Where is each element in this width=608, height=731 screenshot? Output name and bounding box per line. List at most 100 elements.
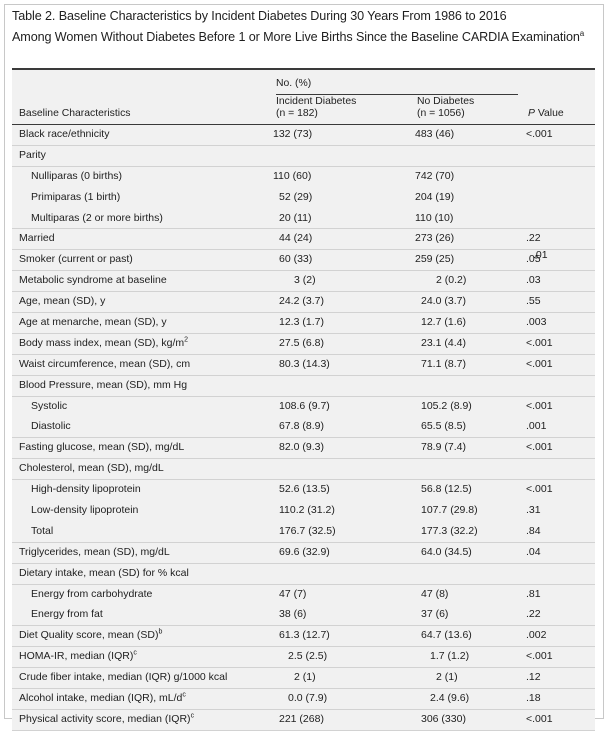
p-value: <.001 xyxy=(526,441,553,454)
no-diabetes-value: 2 (1) xyxy=(436,671,458,684)
table-title: Table 2. Baseline Characteristics by Inc… xyxy=(12,8,602,46)
p-value: .55 xyxy=(526,295,541,308)
no-diabetes-value: 259 (25) xyxy=(415,253,455,266)
no-diabetes-value: 177.3 (32.2) xyxy=(421,524,478,537)
header-incident-diabetes: Incident Diabetes (n = 182) xyxy=(276,96,357,119)
incident-value: 132 (73) xyxy=(273,128,313,140)
table-row: Metabolic syndrome at baseline 3 (2) 2 (… xyxy=(12,271,595,293)
footnote-mark: c xyxy=(182,691,186,699)
header-p-value: P Value xyxy=(528,108,564,119)
p-value: <.001 xyxy=(526,336,553,349)
no-diabetes-value: 12.7 (1.6) xyxy=(421,316,466,329)
p-value: <.001 xyxy=(526,650,553,663)
no-diabetes-value: 273 (26) xyxy=(415,232,455,245)
incident-value: 12.3 (1.7) xyxy=(279,316,324,329)
row-label: Black race/ethnicity xyxy=(19,128,110,140)
no-diabetes-value: 107.7 (29.8) xyxy=(421,504,478,517)
footnote-mark: c xyxy=(190,712,195,720)
no-diabetes-value: 110 (10) xyxy=(415,211,454,224)
row-label: Primiparas (1 birth) xyxy=(31,190,121,203)
table-row: Energy from fat 38 (6) 37 (6) .22 xyxy=(12,605,595,627)
title-line-1: Table 2. Baseline Characteristics by Inc… xyxy=(12,9,507,23)
table-row: Age at menarche, mean (SD), y 12.3 (1.7)… xyxy=(12,313,595,334)
row-label: Multiparas (2 or more births) xyxy=(31,211,163,224)
table-row: Multiparas (2 or more births) 20 (11) 11… xyxy=(12,209,595,230)
no-diabetes-value: 56.8 (12.5) xyxy=(421,483,472,496)
title-line-2: Among Women Without Diabetes Before 1 or… xyxy=(12,30,580,45)
table-row: Cholesterol, mean (SD), mg/dL xyxy=(12,459,595,481)
no-diabetes-value: 105.2 (8.9) xyxy=(421,399,472,412)
row-group-label: Dietary intake, mean (SD) for % kcal xyxy=(19,566,189,579)
table-row: Fasting glucose, mean (SD), mg/dL 82.0 (… xyxy=(12,438,595,460)
header-no-diabetes: No Diabetes (n = 1056) xyxy=(417,96,475,119)
table-row: Age, mean (SD), y 24.2 (3.7) 24.0 (3.7) … xyxy=(12,292,595,314)
table-row: Alcohol intake, median (IQR), mL/dc 0.0 … xyxy=(12,689,595,710)
p-value: .81 xyxy=(526,587,541,600)
incident-value: 3 (2) xyxy=(294,274,316,287)
row-label: High-density lipoprotein xyxy=(31,483,141,496)
no-diabetes-value: 47 (8) xyxy=(421,587,449,600)
title-footnote-mark: a xyxy=(579,29,585,38)
row-label: Metabolic syndrome at baseline xyxy=(19,274,167,287)
row-label: Physical activity score, median (IQR)c xyxy=(19,712,195,725)
table-header: No. (%) Baseline Characteristics Inciden… xyxy=(12,68,595,125)
table-row: Body mass index, mean (SD), kg/m2 27.5 (… xyxy=(12,334,595,355)
table-row: Diet Quality score, mean (SD)b 61.3 (12.… xyxy=(12,626,595,648)
p-value: .03 xyxy=(526,274,541,287)
no-diabetes-value: 78.9 (7.4) xyxy=(421,441,466,454)
table-row: Physical activity score, median (IQR)c 2… xyxy=(12,710,595,731)
table-row: Smoker (current or past) 60 (33) 259 (25… xyxy=(12,250,595,272)
row-group-label: Blood Pressure, mean (SD), mm Hg xyxy=(19,378,188,391)
incident-value: 110 (60) xyxy=(273,169,312,182)
p-value: .05 xyxy=(526,253,541,266)
p-value: <.001 xyxy=(526,399,553,412)
incident-value: 0.0 (7.9) xyxy=(288,692,328,705)
incident-value: 176.7 (32.5) xyxy=(279,524,336,537)
header-characteristics: Baseline Characteristics xyxy=(19,108,131,119)
p-value: <.001 xyxy=(526,128,553,140)
footnote-mark: 2 xyxy=(184,336,189,344)
incident-value: 221 (268) xyxy=(279,712,324,725)
p-value: .22 xyxy=(526,232,541,245)
incident-value: 67.8 (8.9) xyxy=(279,420,324,433)
no-diabetes-value: 64.0 (34.5) xyxy=(421,545,472,558)
p-value: <.001 xyxy=(526,483,553,496)
incident-value: 2 (1) xyxy=(294,671,316,684)
baseline-table: No. (%) Baseline Characteristics Inciden… xyxy=(12,68,595,731)
p-value: .001 xyxy=(526,420,547,433)
group-header: No. (%) xyxy=(276,78,312,89)
table-row: Total 176.7 (32.5) 177.3 (32.2) .84 xyxy=(12,522,595,543)
no-diabetes-value: 64.7 (13.6) xyxy=(421,629,472,642)
p-value: .002 xyxy=(526,629,547,642)
table-row: Low-density lipoprotein 110.2 (31.2) 107… xyxy=(12,501,595,522)
p-value: .12 xyxy=(526,671,541,684)
incident-value: 110.2 (31.2) xyxy=(279,504,335,517)
table-row: Married 44 (24) 273 (26) .22 xyxy=(12,229,595,251)
incident-value: 60 (33) xyxy=(279,253,313,266)
row-label: Age, mean (SD), y xyxy=(19,295,106,308)
row-label: Alcohol intake, median (IQR), mL/dc xyxy=(19,691,186,705)
no-diabetes-value: 37 (6) xyxy=(421,608,449,621)
row-label: Energy from carbohydrate xyxy=(31,587,153,600)
no-diabetes-value: 24.0 (3.7) xyxy=(421,295,466,308)
p-value: .18 xyxy=(526,692,541,705)
row-label: HOMA-IR, median (IQR)c xyxy=(19,649,137,663)
incident-value: 44 (24) xyxy=(279,232,313,245)
row-label: Body mass index, mean (SD), kg/m2 xyxy=(19,336,189,349)
no-diabetes-value: 1.7 (1.2) xyxy=(430,650,470,663)
table-row: Primiparas (1 birth) 52 (29) 204 (19) xyxy=(12,188,595,209)
footnote-mark: b xyxy=(158,628,163,636)
incident-value: 82.0 (9.3) xyxy=(279,441,324,454)
parity-p-value: .01 xyxy=(533,249,548,261)
no-diabetes-value: 65.5 (8.5) xyxy=(421,420,466,433)
incident-value: 69.6 (32.9) xyxy=(279,545,330,558)
no-diabetes-value: 2.4 (9.6) xyxy=(430,692,470,705)
row-group-label: Cholesterol, mean (SD), mg/dL xyxy=(19,462,164,475)
p-value: .003 xyxy=(526,316,547,329)
incident-value: 20 (11) xyxy=(279,211,312,224)
row-group-label: Parity xyxy=(19,148,46,161)
p-value: .04 xyxy=(526,545,541,558)
row-label: Nulliparas (0 births) xyxy=(31,169,123,182)
group-header-rule xyxy=(276,94,518,95)
no-diabetes-value: 23.1 (4.4) xyxy=(421,336,466,349)
